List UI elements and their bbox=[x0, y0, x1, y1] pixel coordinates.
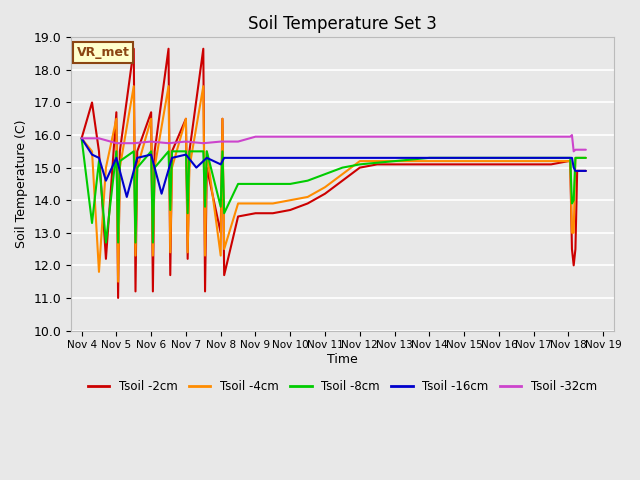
Text: VR_met: VR_met bbox=[77, 46, 129, 59]
X-axis label: Time: Time bbox=[327, 353, 358, 366]
Legend: Tsoil -2cm, Tsoil -4cm, Tsoil -8cm, Tsoil -16cm, Tsoil -32cm: Tsoil -2cm, Tsoil -4cm, Tsoil -8cm, Tsoi… bbox=[83, 375, 602, 398]
Y-axis label: Soil Temperature (C): Soil Temperature (C) bbox=[15, 120, 28, 248]
Title: Soil Temperature Set 3: Soil Temperature Set 3 bbox=[248, 15, 437, 33]
